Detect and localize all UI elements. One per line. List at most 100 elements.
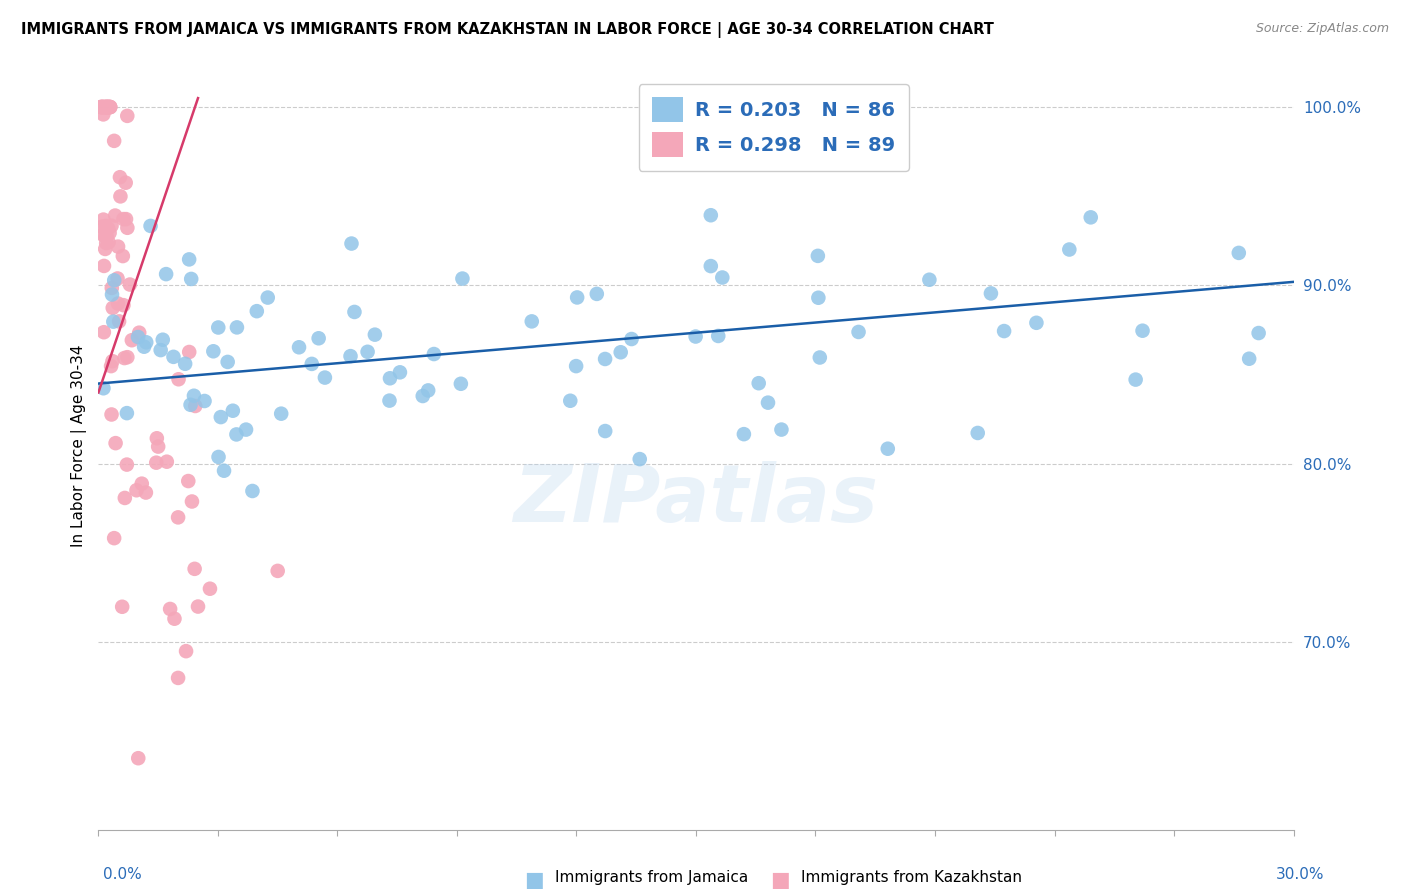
Point — [96, 100, 118, 114]
Point — [90, 100, 112, 114]
Point — [101, 301, 124, 315]
Point — [152, 333, 174, 347]
Point — [93, 212, 115, 227]
Text: ■: ■ — [524, 870, 544, 889]
Point — [288, 340, 311, 354]
Point — [100, 359, 122, 373]
Point — [93, 100, 115, 114]
Point — [139, 219, 162, 233]
Point — [770, 423, 793, 437]
Point — [103, 273, 125, 287]
Point — [207, 450, 229, 464]
Point — [451, 271, 474, 285]
Point — [217, 355, 239, 369]
Point — [1025, 316, 1047, 330]
Point — [167, 372, 190, 386]
Point — [111, 249, 134, 263]
Point — [112, 212, 135, 227]
Point — [807, 291, 830, 305]
Point — [107, 239, 129, 253]
Point — [167, 510, 190, 524]
Point — [193, 394, 215, 409]
Point — [520, 314, 543, 328]
Point — [270, 407, 292, 421]
Point — [101, 281, 124, 295]
Point — [1132, 324, 1154, 338]
Point — [115, 212, 138, 227]
Point — [103, 134, 125, 148]
Point — [585, 286, 607, 301]
Point — [620, 332, 643, 346]
Point — [97, 100, 120, 114]
Point — [565, 359, 588, 373]
Point — [148, 440, 170, 454]
Point — [132, 340, 155, 354]
Point — [183, 562, 205, 576]
Point — [91, 107, 114, 121]
Text: IMMIGRANTS FROM JAMAICA VS IMMIGRANTS FROM KAZAKHSTAN IN LABOR FORCE | AGE 30-34: IMMIGRANTS FROM JAMAICA VS IMMIGRANTS FR… — [21, 22, 994, 38]
Point — [90, 219, 112, 234]
Text: 30.0%: 30.0% — [1277, 867, 1324, 882]
Point — [111, 599, 134, 614]
Point — [149, 343, 172, 357]
Point — [131, 476, 153, 491]
Point — [127, 330, 149, 344]
Point — [993, 324, 1015, 338]
Point — [733, 427, 755, 442]
Point — [179, 345, 201, 359]
Point — [90, 100, 112, 114]
Point — [918, 273, 941, 287]
Point — [159, 602, 181, 616]
Point — [101, 354, 124, 368]
Point — [364, 327, 387, 342]
Point — [94, 242, 117, 256]
Point — [96, 100, 118, 114]
Point — [98, 226, 121, 240]
Point — [685, 329, 707, 343]
Point — [1125, 373, 1147, 387]
Point — [94, 229, 117, 244]
Point — [308, 331, 330, 345]
Point — [128, 326, 150, 340]
Point — [155, 267, 177, 281]
Legend: R = 0.203   N = 86, R = 0.298   N = 89: R = 0.203 N = 86, R = 0.298 N = 89 — [638, 84, 908, 170]
Point — [412, 389, 434, 403]
Point — [225, 427, 247, 442]
Point — [90, 100, 112, 114]
Point — [135, 485, 157, 500]
Point — [104, 209, 127, 223]
Point — [183, 389, 205, 403]
Point — [97, 221, 120, 235]
Point — [202, 344, 225, 359]
Point — [756, 395, 779, 409]
Point — [97, 100, 120, 114]
Text: ■: ■ — [770, 870, 790, 889]
Point — [91, 227, 114, 242]
Point — [174, 357, 197, 371]
Text: Source: ZipAtlas.com: Source: ZipAtlas.com — [1256, 22, 1389, 36]
Point — [127, 751, 149, 765]
Point — [98, 100, 121, 114]
Point — [876, 442, 898, 456]
Point — [378, 371, 401, 385]
Point — [314, 370, 336, 384]
Point — [117, 109, 139, 123]
Point — [114, 491, 136, 505]
Point — [156, 455, 179, 469]
Point — [226, 320, 249, 334]
Point — [267, 564, 290, 578]
Point — [91, 100, 114, 114]
Point — [110, 189, 132, 203]
Point — [340, 236, 363, 251]
Point — [96, 100, 118, 114]
Point — [90, 100, 112, 114]
Point — [212, 464, 235, 478]
Point — [96, 100, 118, 114]
Point — [112, 351, 135, 365]
Point — [97, 235, 120, 250]
Point — [118, 277, 141, 292]
Point — [100, 408, 122, 422]
Point — [418, 384, 440, 398]
Point — [179, 252, 201, 267]
Point — [593, 424, 616, 438]
